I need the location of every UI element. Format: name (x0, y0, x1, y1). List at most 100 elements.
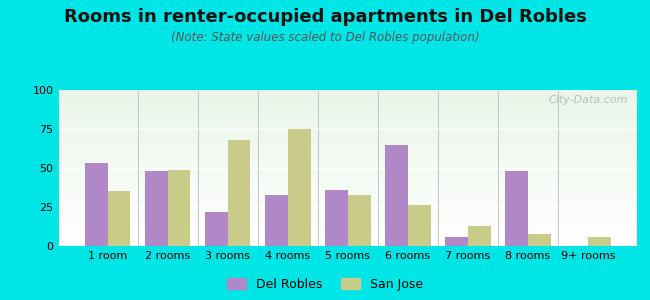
Bar (58, 112, 637, 113)
Bar (58, 181, 637, 182)
Bar (58, 165, 637, 166)
Bar (58, 167, 637, 168)
Bar (58, 197, 637, 198)
Text: (Note: State values scaled to Del Robles population): (Note: State values scaled to Del Robles… (171, 32, 479, 44)
Bar (205, 212, 228, 246)
Bar (58, 190, 637, 191)
Bar (58, 192, 637, 193)
Bar (58, 107, 637, 108)
Bar (588, 237, 611, 246)
Bar (265, 194, 288, 246)
Bar (58, 235, 637, 236)
Bar (58, 166, 637, 167)
Bar (108, 191, 131, 246)
Bar (58, 154, 637, 155)
Bar (168, 169, 190, 246)
Bar (505, 171, 528, 246)
Bar (58, 127, 637, 128)
Bar (58, 146, 637, 147)
Bar (58, 180, 637, 181)
Bar (58, 104, 637, 105)
Bar (385, 145, 408, 246)
Bar (58, 210, 637, 211)
Bar (58, 234, 637, 235)
Bar (58, 202, 637, 203)
Bar (58, 196, 637, 197)
Legend: Del Robles, San Jose: Del Robles, San Jose (227, 278, 423, 291)
Bar (58, 208, 637, 209)
Bar (58, 99, 637, 100)
Text: Rooms in renter-occupied apartments in Del Robles: Rooms in renter-occupied apartments in D… (64, 8, 586, 26)
Bar (58, 199, 637, 200)
Bar (58, 205, 637, 206)
Bar (58, 233, 637, 234)
Bar (58, 97, 637, 98)
Bar (58, 229, 637, 230)
Bar (58, 153, 637, 154)
Bar (58, 120, 637, 121)
Bar (58, 157, 637, 158)
Bar (58, 169, 637, 170)
Bar (58, 131, 637, 132)
Bar (58, 211, 637, 212)
Bar (58, 103, 637, 104)
Bar (58, 125, 637, 126)
Bar (58, 227, 637, 228)
Bar (58, 132, 637, 133)
Bar (58, 93, 637, 94)
Bar (145, 171, 168, 246)
Bar (58, 145, 637, 146)
Bar (58, 182, 637, 183)
Bar (468, 226, 491, 246)
Bar (58, 183, 637, 184)
Bar (58, 218, 637, 219)
Bar (58, 130, 637, 131)
Bar (58, 140, 637, 141)
Bar (58, 188, 637, 189)
Bar (58, 237, 637, 238)
Bar (58, 155, 637, 156)
Bar (58, 223, 637, 224)
Bar (58, 148, 637, 149)
Bar (58, 225, 637, 226)
Bar (58, 118, 637, 119)
Bar (58, 213, 637, 214)
Bar (58, 98, 637, 99)
Bar (58, 137, 637, 138)
Bar (58, 191, 637, 192)
Bar (58, 212, 637, 213)
Bar (58, 136, 637, 137)
Bar (58, 149, 637, 150)
Bar (58, 161, 637, 162)
Bar (58, 138, 637, 139)
Bar (408, 206, 430, 246)
Bar (58, 200, 637, 201)
Bar (58, 201, 637, 202)
Bar (58, 217, 637, 218)
Bar (58, 198, 637, 199)
Bar (58, 124, 637, 125)
Bar (58, 159, 637, 160)
Bar (58, 160, 637, 161)
Bar (58, 106, 637, 107)
Bar (58, 117, 637, 118)
Bar (58, 113, 637, 114)
Bar (58, 221, 637, 222)
Bar (58, 162, 637, 163)
Bar (58, 194, 637, 195)
Bar (58, 139, 637, 140)
Bar (58, 176, 637, 177)
Bar (58, 94, 637, 95)
Bar (58, 164, 637, 165)
Bar (58, 129, 637, 130)
Bar (58, 241, 637, 242)
Bar (58, 116, 637, 117)
Bar (58, 216, 637, 217)
Bar (58, 224, 637, 225)
Bar (58, 110, 637, 111)
Bar (528, 233, 551, 246)
Bar (348, 194, 370, 246)
Bar (58, 115, 637, 116)
Bar (58, 171, 637, 172)
Bar (58, 238, 637, 239)
